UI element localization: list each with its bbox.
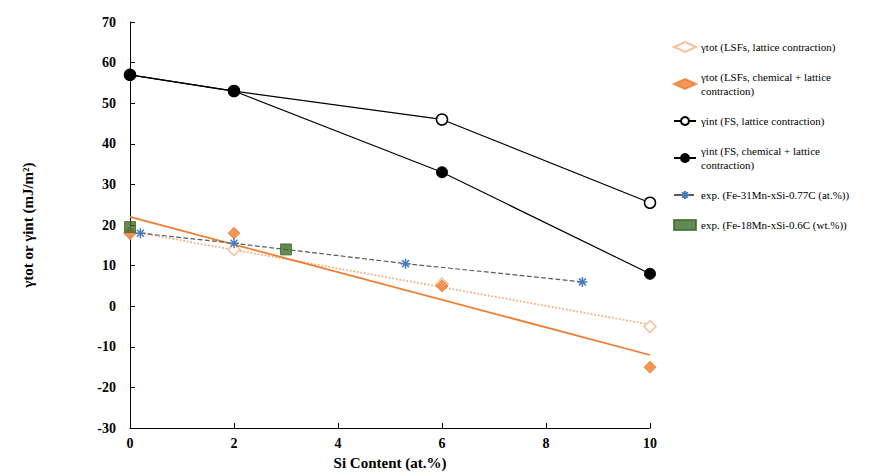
svg-text:-20: -20 — [97, 380, 116, 395]
svg-text:-10: -10 — [97, 339, 116, 354]
svg-text:contraction): contraction) — [701, 85, 754, 98]
svg-text:γint (FS, chemical + lattice: γint (FS, chemical + lattice — [700, 145, 823, 158]
svg-text:γtot (LSFs, chemical + lattice: γtot (LSFs, chemical + lattice — [700, 71, 834, 84]
svg-text:exp. (Fe-31Mn-xSi-0.77C (at.%): exp. (Fe-31Mn-xSi-0.77C (at.%)) — [701, 189, 850, 202]
svg-text:γint (FS, lattice contraction): γint (FS, lattice contraction) — [700, 115, 825, 128]
svg-text:γtot (LSFs, lattice contractio: γtot (LSFs, lattice contraction) — [700, 41, 836, 54]
svg-text:2: 2 — [231, 436, 238, 451]
svg-text:-30: -30 — [97, 421, 116, 436]
svg-text:60: 60 — [102, 55, 116, 70]
svg-text:exp. (Fe-18Mn-xSi-0.6C (wt.%)): exp. (Fe-18Mn-xSi-0.6C (wt.%)) — [701, 219, 847, 232]
svg-text:10: 10 — [102, 258, 116, 273]
svg-text:30: 30 — [102, 177, 116, 192]
svg-text:contraction): contraction) — [701, 159, 754, 172]
svg-text:50: 50 — [102, 96, 116, 111]
svg-text:γtot or γint (mJ/m²): γtot or γint (mJ/m²) — [20, 162, 37, 288]
svg-text:10: 10 — [643, 436, 657, 451]
svg-text:0: 0 — [127, 436, 134, 451]
svg-text:0: 0 — [109, 299, 116, 314]
svg-text:Si Content (at.%): Si Content (at.%) — [334, 455, 447, 472]
svg-text:70: 70 — [102, 15, 116, 30]
svg-text:20: 20 — [102, 218, 116, 233]
svg-text:4: 4 — [335, 436, 342, 451]
svg-text:6: 6 — [439, 436, 446, 451]
svg-text:8: 8 — [543, 436, 550, 451]
svg-text:40: 40 — [102, 136, 116, 151]
